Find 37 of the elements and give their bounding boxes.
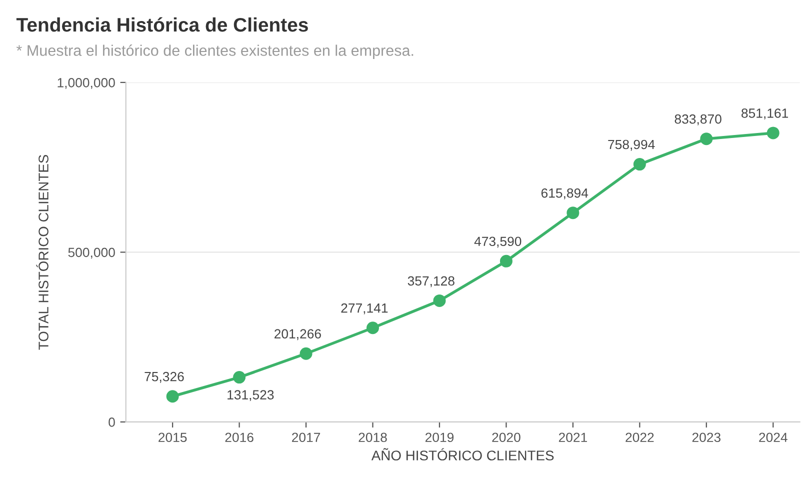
data-label: 615,894 [541,188,588,200]
data-label: 473,590 [474,236,522,248]
point [300,347,312,360]
data-label: 758,994 [608,140,655,151]
x-tick-label: 2017 [292,432,320,442]
x-axis-title: AÑO HISTÓRICO CLIENTES [371,448,554,460]
point [166,390,179,403]
y-tick-label: 500,000 [68,248,115,259]
x-tick-label: 2024 [759,432,788,442]
point [633,158,646,171]
x-tick-label: 2016 [225,432,254,442]
data-label: 131,523 [228,390,274,402]
x-tick-label: 2020 [492,432,520,442]
data-label: 201,266 [274,329,321,340]
point [366,322,380,334]
point [566,206,580,220]
x-tick-label: 2018 [358,432,387,442]
point [700,132,713,146]
x-tick-label: 2021 [558,432,587,442]
chart-subtitle: * Muestra el histórico de clientes existentes en la empresa. [16,44,414,59]
point [766,126,780,140]
data-label: 357,128 [408,276,454,288]
point [433,294,446,307]
y-tick-label: 0 [108,418,115,427]
x-tick-label: 2019 [425,432,454,442]
y-tick-label: 1,000,000 [58,78,115,89]
chart-title: Tendencia Histórica de Clientes [16,17,308,32]
point [233,371,246,384]
x-tick-label: 2023 [692,432,720,442]
data-label: 851,161 [742,108,788,120]
data-label: 75,326 [144,372,184,383]
data-label: 833,870 [674,114,722,126]
point [500,254,512,268]
data-label: 277,141 [341,303,388,314]
y-axis-title: TOTAL HISTÓRICO CLIENTES [36,154,48,350]
x-tick-label: 2015 [158,432,187,442]
x-tick-label: 2022 [626,432,654,442]
